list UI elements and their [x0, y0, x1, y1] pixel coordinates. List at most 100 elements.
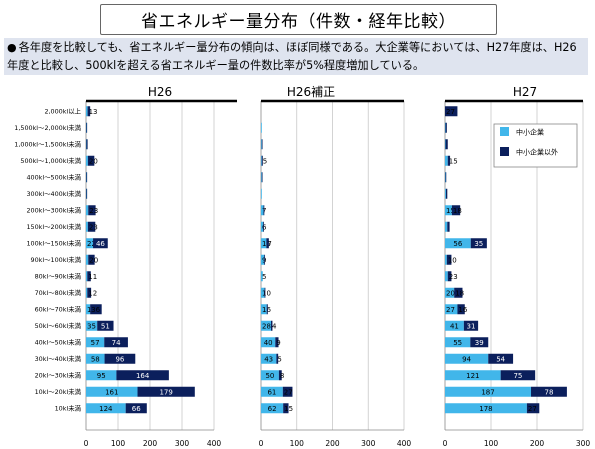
data-label: 9: [276, 339, 280, 347]
bar-sme: [261, 205, 264, 216]
data-label: 13: [89, 108, 98, 116]
data-label: 5: [262, 273, 266, 281]
data-label: 56: [453, 240, 462, 248]
bar-other: [86, 172, 88, 183]
category-label: 1,000kl～1,500kl未満: [14, 139, 81, 148]
x-tick-label: 300: [576, 439, 591, 448]
bar-sme: [445, 353, 489, 364]
bar-sme: [445, 304, 458, 315]
bar-other: [445, 122, 447, 133]
data-label: 41: [450, 322, 459, 330]
bar-other: [86, 139, 88, 150]
data-label: 27: [446, 306, 455, 314]
category-label: 50kl～60kl未満: [35, 321, 82, 330]
bar-sme: [445, 122, 446, 133]
bar-sme: [86, 353, 105, 364]
bar-sme: [445, 139, 446, 150]
bar-sme: [445, 254, 447, 265]
data-label: 5: [277, 355, 281, 363]
bar-other: [271, 320, 273, 331]
x-tick-label: 100: [290, 439, 305, 448]
summary-text: 各年度を比較しても、省エネルギー量分布の傾向は、ほぼ同様である。大企業等において…: [7, 41, 577, 72]
data-label: 74: [112, 339, 121, 347]
bar-other: [447, 155, 451, 166]
data-label: 28: [262, 322, 271, 330]
bar-other: [261, 155, 263, 166]
bar-other: [261, 139, 263, 150]
bar-other: [87, 155, 95, 166]
bar-other: [275, 337, 279, 348]
bar-sme: [445, 320, 464, 331]
bar-sme: [86, 304, 91, 315]
bar-other: [470, 238, 487, 249]
bar-other: [445, 106, 458, 117]
bar-other: [93, 238, 108, 249]
bar-other: [88, 254, 95, 265]
bar-sme: [261, 139, 262, 150]
bar-sme: [261, 271, 263, 282]
legend-label: 中小企業以外: [516, 148, 558, 157]
summary-bullet: ●: [7, 41, 17, 54]
data-label: 27: [446, 108, 455, 116]
data-label: 54: [496, 355, 505, 363]
category-label: 100kl～150kl未満: [26, 238, 81, 247]
bar-sme: [86, 386, 138, 397]
data-label: 40: [264, 339, 273, 347]
data-label: 50: [265, 372, 274, 380]
bar-sme: [86, 254, 89, 265]
page-title: 省エネルギー量分布（件数・経年比較）: [100, 4, 497, 35]
x-tick-label: 0: [84, 439, 89, 448]
category-label: 20kl～30kl未満: [35, 370, 82, 379]
bar-sme: [86, 370, 117, 381]
data-label: 31: [467, 322, 476, 330]
bar-other: [463, 320, 479, 331]
data-label: 94: [462, 355, 471, 363]
bar-sme: [445, 370, 501, 381]
bar-sme: [445, 205, 452, 216]
bar-sme: [261, 254, 265, 265]
data-label: 51: [101, 322, 110, 330]
bar-other: [137, 386, 195, 397]
data-label: 4: [272, 322, 277, 330]
x-tick-label: 400: [207, 439, 222, 448]
bar-other: [488, 353, 514, 364]
bar-other: [97, 320, 114, 331]
data-label: 23: [449, 273, 458, 281]
bar-other: [264, 254, 266, 265]
category-label: 300kl～400kl未満: [26, 189, 81, 198]
category-label: 150kl～200kl未満: [26, 222, 81, 231]
bar-sme: [86, 403, 126, 414]
bar-other: [278, 370, 282, 381]
data-label: 36: [91, 306, 100, 314]
bar-sme: [445, 337, 471, 348]
bar-sme: [261, 304, 267, 315]
bar-sme: [445, 403, 527, 414]
bar-other: [526, 403, 540, 414]
bar-other: [447, 221, 450, 232]
data-label: 27: [528, 405, 537, 413]
bar-other: [283, 403, 289, 414]
x-tick-label: 200: [143, 439, 158, 448]
data-label: 12: [88, 289, 97, 297]
category-label: 70kl～80kl未満: [35, 288, 82, 297]
bar-sme: [86, 337, 105, 348]
bar-sme: [261, 122, 262, 133]
data-label: 187: [481, 388, 494, 396]
bar-other: [104, 353, 136, 364]
legend-swatch-sme: [500, 127, 509, 136]
bar-sme: [445, 172, 446, 183]
data-label: 18: [455, 289, 464, 297]
data-label: 15: [449, 157, 458, 165]
x-tick-label: 100: [111, 439, 126, 448]
bar-sme: [261, 287, 265, 298]
category-label: 30kl～40kl未満: [35, 354, 82, 363]
data-label: 124: [99, 405, 113, 413]
bar-other: [454, 287, 463, 298]
x-tick-label: 300: [361, 439, 376, 448]
bar-other: [87, 287, 92, 298]
data-label: 10: [262, 289, 271, 297]
summary-box: ● 各年度を比較しても、省エネルギー量分布の傾向は、ほぼ同様である。大企業等におい…: [4, 38, 588, 75]
category-label: 10kl～20kl未満: [35, 387, 82, 396]
data-label: 8: [280, 372, 284, 380]
category-label: 10kl未満: [55, 403, 82, 412]
